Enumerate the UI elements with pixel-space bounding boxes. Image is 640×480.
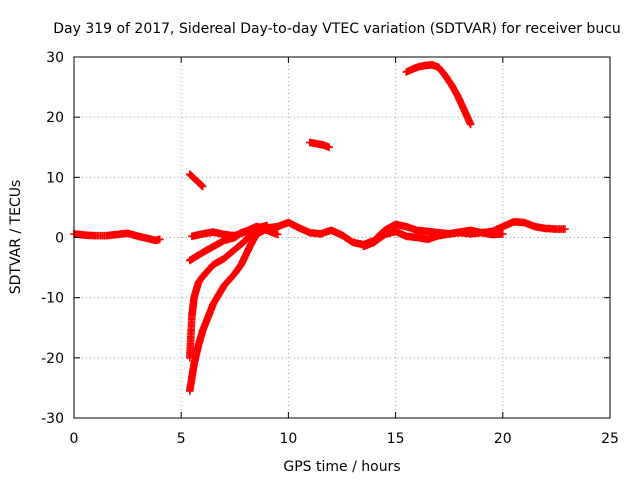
chart-title: Day 319 of 2017, Sidereal Day-to-day VTE… bbox=[53, 21, 621, 37]
axis-ticks bbox=[73, 56, 611, 419]
x-tick-label: 25 bbox=[601, 431, 619, 447]
y-axis-title: SDTVAR / TECUs bbox=[8, 180, 24, 295]
y-tick-label: -20 bbox=[41, 351, 64, 367]
y-tick-label: 10 bbox=[46, 170, 64, 186]
x-tick-label: 20 bbox=[494, 431, 512, 447]
y-tick-label: 30 bbox=[46, 50, 64, 66]
data-series bbox=[70, 61, 569, 395]
x-tick-label: 0 bbox=[70, 431, 79, 447]
series-track-drop-b bbox=[186, 224, 271, 395]
y-tick-label: -30 bbox=[41, 411, 64, 427]
series-track-arc-17h bbox=[402, 61, 475, 129]
y-tick-label: -10 bbox=[41, 291, 64, 307]
series-track-11-12h bbox=[306, 138, 333, 152]
x-axis-title: GPS time / hours bbox=[283, 459, 400, 475]
x-tick-label: 10 bbox=[279, 431, 297, 447]
x-tick-label: 5 bbox=[177, 431, 186, 447]
y-tick-label: 0 bbox=[55, 231, 64, 247]
y-tick-labels: -30 -20 -10 0 10 20 30 bbox=[41, 50, 64, 427]
x-tick-labels: 0 5 10 15 20 25 bbox=[70, 431, 619, 447]
y-tick-label: 20 bbox=[46, 110, 64, 126]
series-track-main-2 bbox=[359, 218, 569, 251]
x-tick-label: 15 bbox=[387, 431, 405, 447]
series-track-upper-short bbox=[186, 170, 207, 191]
series-track-0-4h bbox=[70, 229, 164, 245]
series-track-rise-c bbox=[186, 224, 282, 265]
